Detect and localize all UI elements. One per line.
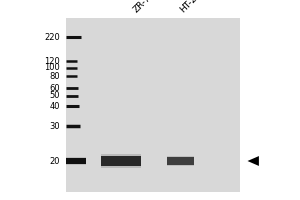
- Text: ZR-75-1: ZR-75-1: [132, 0, 163, 14]
- Text: 50: 50: [50, 92, 60, 100]
- Text: 120: 120: [44, 56, 60, 66]
- Text: 220: 220: [44, 32, 60, 42]
- Bar: [167, 157, 194, 165]
- Text: HT-29: HT-29: [178, 0, 203, 14]
- Bar: [167, 156, 194, 166]
- Bar: [66, 18, 240, 192]
- Text: 40: 40: [50, 102, 60, 111]
- Text: 60: 60: [50, 84, 60, 93]
- Text: 20: 20: [50, 156, 60, 166]
- Text: 100: 100: [44, 64, 60, 72]
- Polygon shape: [248, 156, 259, 166]
- Bar: [100, 154, 141, 168]
- Text: 30: 30: [50, 122, 60, 131]
- Bar: [100, 156, 141, 166]
- Text: 80: 80: [50, 72, 60, 81]
